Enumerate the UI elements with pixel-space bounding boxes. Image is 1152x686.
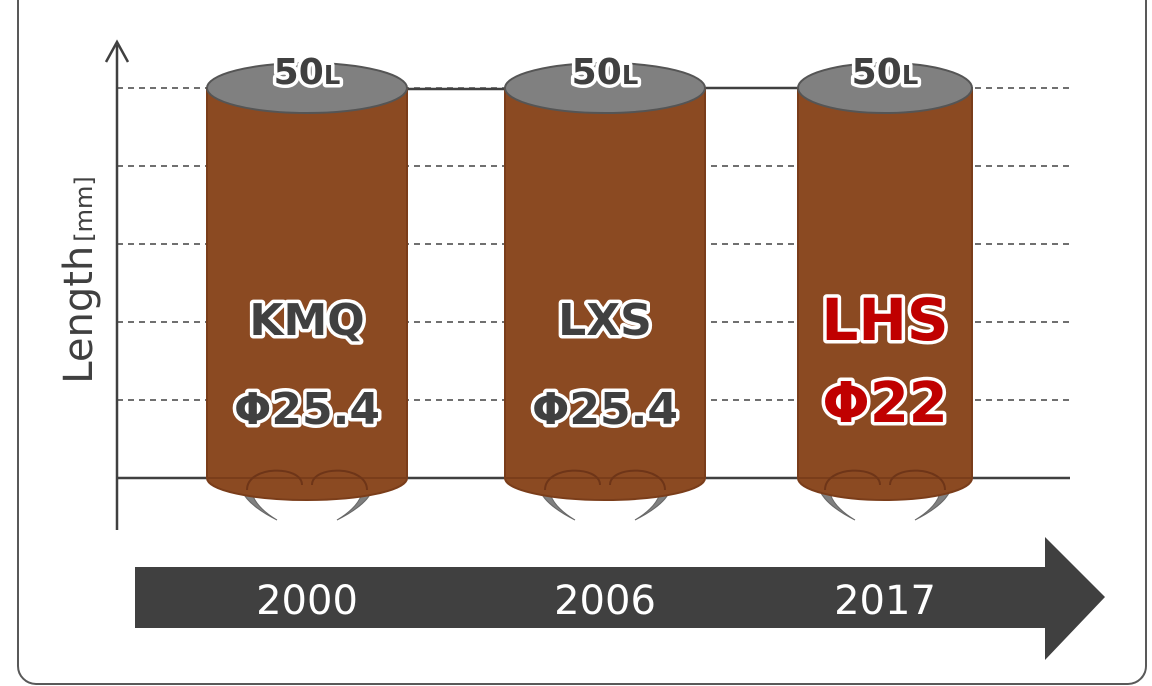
capacity-unit: L [622, 61, 639, 91]
capacity-unit: L [902, 61, 919, 91]
year: 2000 [256, 578, 358, 624]
diameter: Φ22 [822, 371, 948, 436]
capacity-value: 50 [852, 52, 902, 93]
year: 2006 [554, 578, 656, 624]
axis-label: Length [56, 246, 102, 384]
capacity-unit: L [324, 61, 341, 91]
series-name: LHS [821, 286, 948, 354]
series-name: KMQ [249, 295, 364, 346]
diameter: Φ25.4 [532, 384, 678, 435]
year: 2017 [834, 578, 936, 624]
diameter: Φ25.4 [234, 384, 380, 435]
diagram: Length[mm] 50LKMQΦ25.450LLXSΦ25.450LLHSΦ… [0, 0, 1152, 686]
series-name: LXS [558, 295, 652, 346]
capacity-value: 50 [274, 52, 324, 93]
capacity-value: 50 [572, 52, 622, 93]
axis-unit: [mm] [70, 176, 98, 241]
